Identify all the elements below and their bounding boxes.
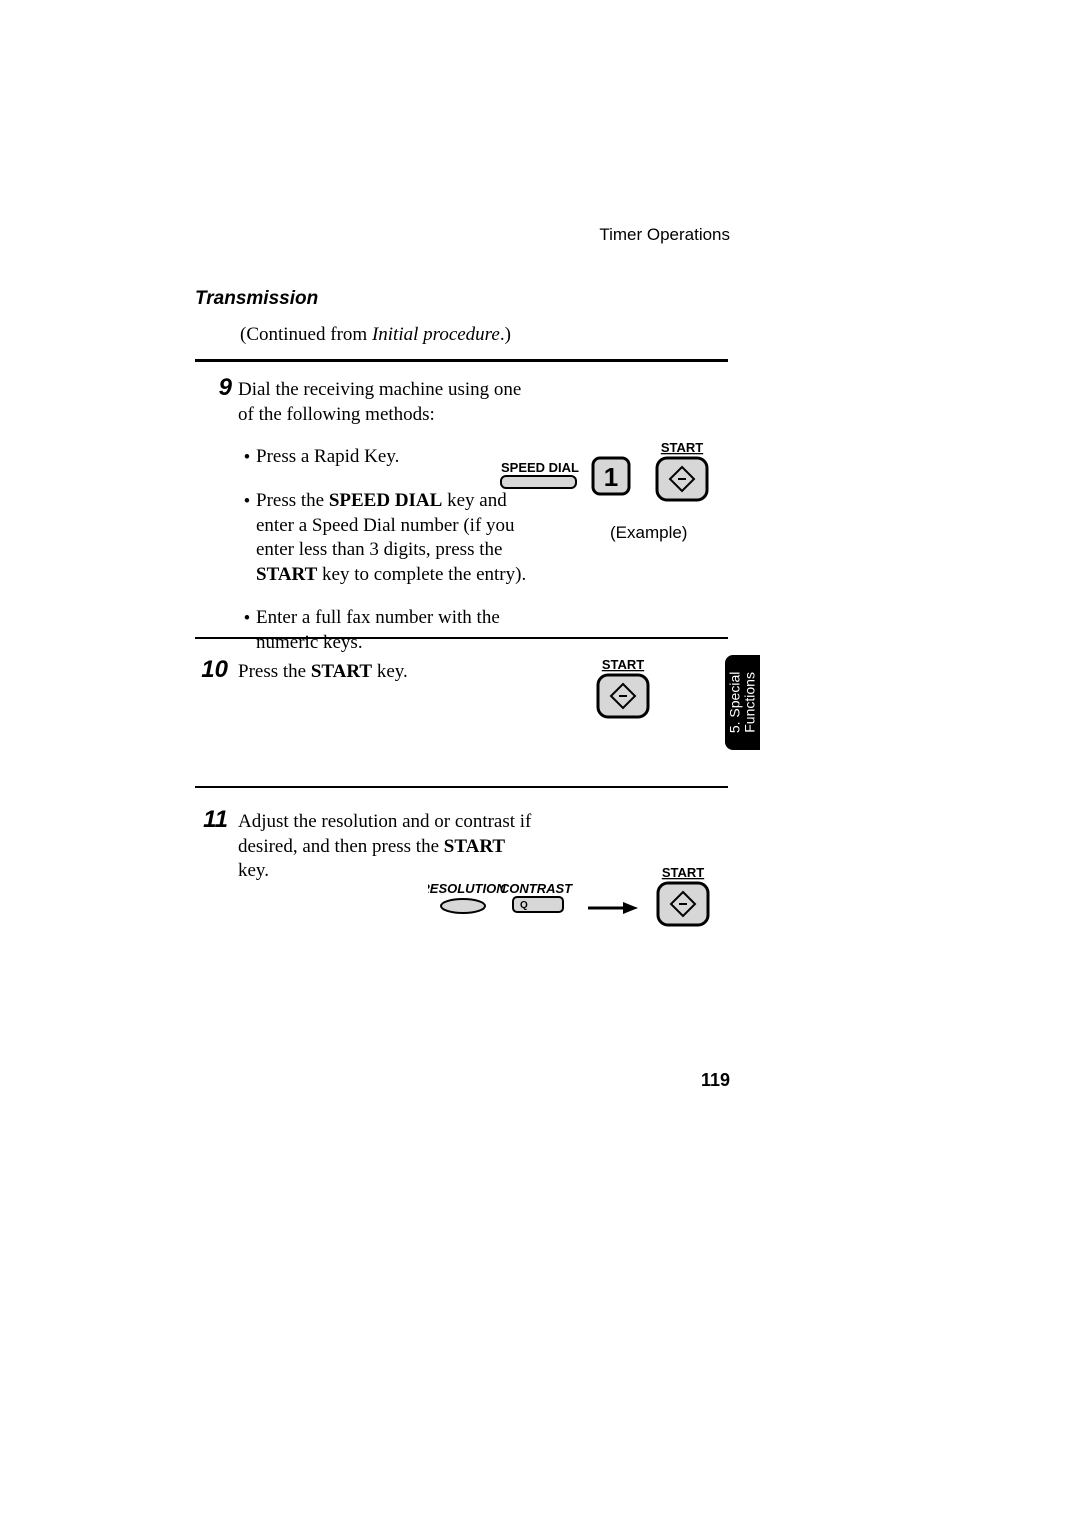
resolution-key-icon bbox=[441, 899, 485, 913]
step-9-body: Dial the receiving machine using one of … bbox=[238, 378, 538, 655]
side-tab: 5. Special Functions bbox=[725, 655, 760, 750]
b2-bold1: SPEED DIAL bbox=[329, 490, 443, 511]
step-10-body: Press the START key. bbox=[238, 660, 538, 685]
bullet-1: • Press a Rapid Key. bbox=[238, 445, 538, 471]
arrow-head-icon bbox=[623, 902, 638, 914]
side-tab-line2: Functions bbox=[743, 672, 758, 733]
bullet-1-text: Press a Rapid Key. bbox=[256, 445, 538, 471]
example-label: (Example) bbox=[610, 523, 687, 543]
rule-2 bbox=[195, 637, 728, 639]
step-11-number: 11 bbox=[188, 806, 228, 834]
start-label-1: START bbox=[661, 440, 703, 455]
step-9-number: 9 bbox=[192, 374, 232, 402]
speed-dial-key-icon bbox=[501, 476, 576, 488]
step-11-keys-illustration: RESOLUTION CONTRAST Q START bbox=[428, 865, 728, 945]
header-label: Timer Operations bbox=[599, 225, 730, 245]
bullet-icon: • bbox=[238, 489, 256, 588]
page-number: 119 bbox=[701, 1070, 730, 1091]
step-10-number: 10 bbox=[188, 656, 228, 684]
s11-p2: key. bbox=[238, 860, 269, 881]
bullet-2: • Press the SPEED DIAL key and enter a S… bbox=[238, 489, 538, 588]
rule-1 bbox=[195, 359, 728, 362]
b2-bold2: START bbox=[256, 564, 317, 585]
resolution-label: RESOLUTION bbox=[428, 881, 506, 896]
step-10-key-illustration: START bbox=[595, 655, 685, 735]
bullet-icon: • bbox=[238, 606, 256, 655]
bullet-3: • Enter a full fax number with the numer… bbox=[238, 606, 538, 655]
section-title: Transmission bbox=[195, 288, 318, 310]
continued-prefix: (Continued from bbox=[240, 324, 372, 345]
continued-from: (Continued from Initial procedure.) bbox=[240, 324, 511, 346]
page: Timer Operations Transmission (Continued… bbox=[0, 0, 1080, 1528]
side-tab-line1: 5. Special bbox=[727, 672, 742, 733]
s10-p2: key. bbox=[372, 661, 408, 682]
bullet-icon: • bbox=[238, 445, 256, 471]
continued-suffix: .) bbox=[500, 324, 511, 345]
b2-p1: Press the bbox=[256, 490, 329, 511]
side-tab-text: 5. Special Functions bbox=[727, 672, 758, 733]
s10-p1: Press the bbox=[238, 661, 311, 682]
q-label: Q bbox=[520, 900, 528, 911]
rule-3 bbox=[195, 786, 728, 788]
one-key-label: 1 bbox=[604, 462, 618, 492]
bullet-3-text: Enter a full fax number with the numeric… bbox=[256, 606, 538, 655]
start-label-3: START bbox=[662, 865, 704, 880]
s11-bold: START bbox=[444, 836, 505, 857]
continued-italic: Initial procedure bbox=[372, 324, 500, 345]
speed-dial-label: SPEED DIAL bbox=[501, 460, 579, 475]
s10-bold: START bbox=[311, 661, 372, 682]
contrast-label: CONTRAST bbox=[500, 881, 573, 896]
bullet-2-text: Press the SPEED DIAL key and enter a Spe… bbox=[256, 489, 538, 588]
step-9-text: Dial the receiving machine using one of … bbox=[238, 378, 538, 427]
start-label-2: START bbox=[602, 657, 644, 672]
b2-p3: key to complete the entry). bbox=[317, 564, 526, 585]
